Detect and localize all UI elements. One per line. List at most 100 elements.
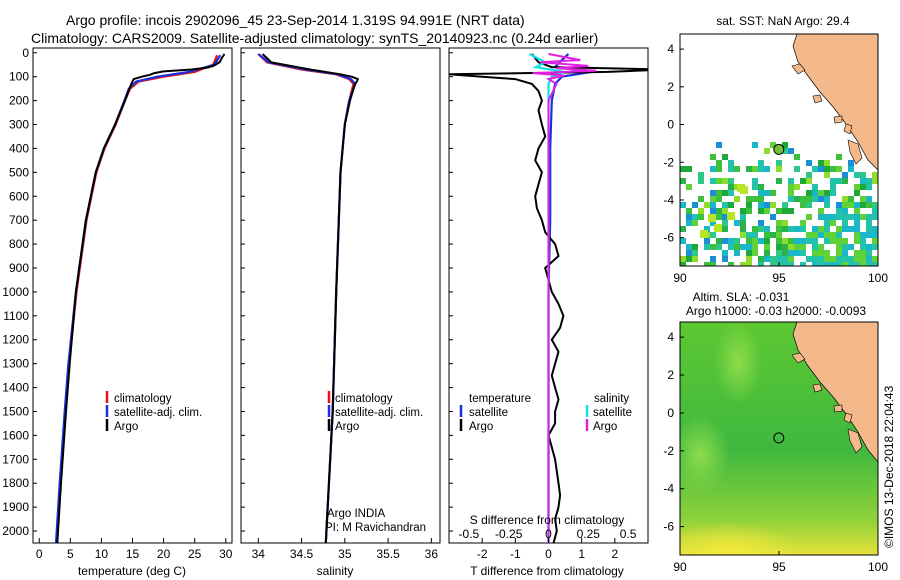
sst-pixel	[818, 250, 824, 256]
sst-pixel	[842, 262, 848, 266]
x-tick-label: 34	[252, 547, 266, 561]
sst-pixel	[758, 238, 764, 244]
sst-pixel	[710, 256, 716, 262]
sla-map-subtitle: Argo h1000: -0.03 h2000: -0.0093	[686, 304, 866, 318]
legend3-temperature-header: temperature	[469, 393, 531, 405]
sst-pixel	[716, 208, 722, 214]
salinity-panel-frame	[240, 47, 441, 544]
sst-pixel	[824, 190, 830, 196]
sst-pixel	[722, 178, 728, 184]
sst-pixel	[776, 166, 782, 172]
sst-pixel	[842, 250, 848, 256]
sst-pixel	[698, 178, 704, 184]
sst-pixel	[722, 190, 728, 196]
sst-pixel	[818, 244, 824, 250]
sst-pixel	[830, 232, 836, 238]
sst-pixel	[758, 160, 764, 166]
sst-pixel	[854, 220, 860, 226]
sst-pixel	[806, 256, 812, 262]
sst-pixel	[758, 196, 764, 202]
depth-tick-label: 600	[9, 189, 29, 203]
sst-pixel	[824, 250, 830, 256]
sst-pixel	[710, 196, 716, 202]
sst-pixel	[854, 262, 860, 266]
sst-pixel	[860, 202, 866, 208]
sst-pixel	[746, 244, 752, 250]
island-shape	[791, 352, 806, 364]
sst-pixel	[716, 166, 722, 172]
sst-pixel	[758, 256, 764, 262]
sst-pixel	[800, 262, 806, 266]
sst-pixel	[782, 208, 788, 214]
sst-pixel	[746, 238, 752, 244]
map-y-tick-label: -6	[663, 231, 674, 245]
sst-pixel	[866, 226, 872, 232]
sst-pixel	[746, 256, 752, 262]
sst-pixel	[800, 250, 806, 256]
sst-pixel	[848, 244, 854, 250]
sst-pixel	[830, 190, 836, 196]
island-shape	[833, 115, 843, 124]
sst-pixel	[812, 190, 818, 196]
sst-pixel	[836, 238, 842, 244]
sst-pixel	[812, 256, 818, 262]
sst-pixel	[824, 214, 830, 220]
sst-pixel	[698, 208, 704, 214]
sst-pixel	[770, 142, 776, 148]
sst-pixel	[824, 196, 830, 202]
sst-pixel	[758, 184, 764, 190]
sst-pixel	[734, 166, 740, 172]
x-tick-label: 2	[611, 547, 618, 561]
sst-pixel	[782, 256, 788, 262]
map-x-tick-label: 100	[868, 271, 888, 285]
sst-pixel	[680, 262, 686, 266]
sst-pixel	[740, 186, 748, 194]
s-difference-axis-label: S difference from climatology	[470, 513, 625, 527]
sst-pixel	[764, 250, 770, 256]
sst-pixel	[854, 172, 860, 178]
sst-pixel	[776, 238, 782, 244]
sst-pixel	[686, 220, 692, 226]
depth-tick-label: 1700	[2, 452, 29, 466]
salinity-x-axis-label: salinity	[317, 564, 354, 578]
sst-pixel	[734, 196, 740, 202]
island-shape	[791, 63, 806, 75]
sst-pixel	[716, 142, 722, 148]
sst-pixel	[700, 230, 708, 238]
x-tick-label: 20	[157, 547, 171, 561]
sst-pixel	[788, 262, 794, 266]
sst-pixel	[818, 190, 824, 196]
sst-pixel	[866, 262, 872, 266]
sst-pixel	[710, 262, 716, 266]
sst-pixel	[710, 208, 716, 214]
sst-pixel	[758, 202, 764, 208]
sst-pixel	[686, 256, 692, 262]
sst-map-panel: sat. SST: NaN Argo: 29.4 90 95 100 4 2 0 -2 -4…	[663, 14, 888, 285]
map-y-tick-label: -2	[663, 444, 674, 458]
sst-pixel	[872, 262, 878, 266]
sst-pixel	[746, 262, 752, 266]
sst-pixel	[704, 262, 710, 266]
series-line-climatology	[55, 54, 219, 543]
sst-pixel	[782, 142, 788, 148]
legend2-satellite-label: satellite-adj. clim.	[335, 407, 423, 419]
sst-pixel	[704, 202, 710, 208]
sst-pixel	[842, 238, 848, 244]
sst-pixel	[692, 250, 698, 256]
sst-pixel	[806, 238, 812, 244]
series-line-temperature-argo	[449, 53, 648, 543]
sst-pixel	[866, 214, 872, 220]
sst-pixel	[824, 262, 830, 266]
sst-pixel	[800, 220, 806, 226]
sst-pixel	[806, 202, 812, 208]
sst-pixel	[722, 226, 728, 232]
sst-pixel	[776, 250, 782, 256]
sst-pixel	[860, 250, 866, 256]
sst-pixel	[764, 190, 770, 196]
argo-position-marker	[773, 143, 785, 155]
sst-pixel	[866, 244, 872, 250]
sst-pixel	[872, 226, 878, 232]
sst-pixel	[728, 178, 734, 184]
sst-pixel	[872, 244, 878, 250]
sst-pixel	[746, 250, 752, 256]
